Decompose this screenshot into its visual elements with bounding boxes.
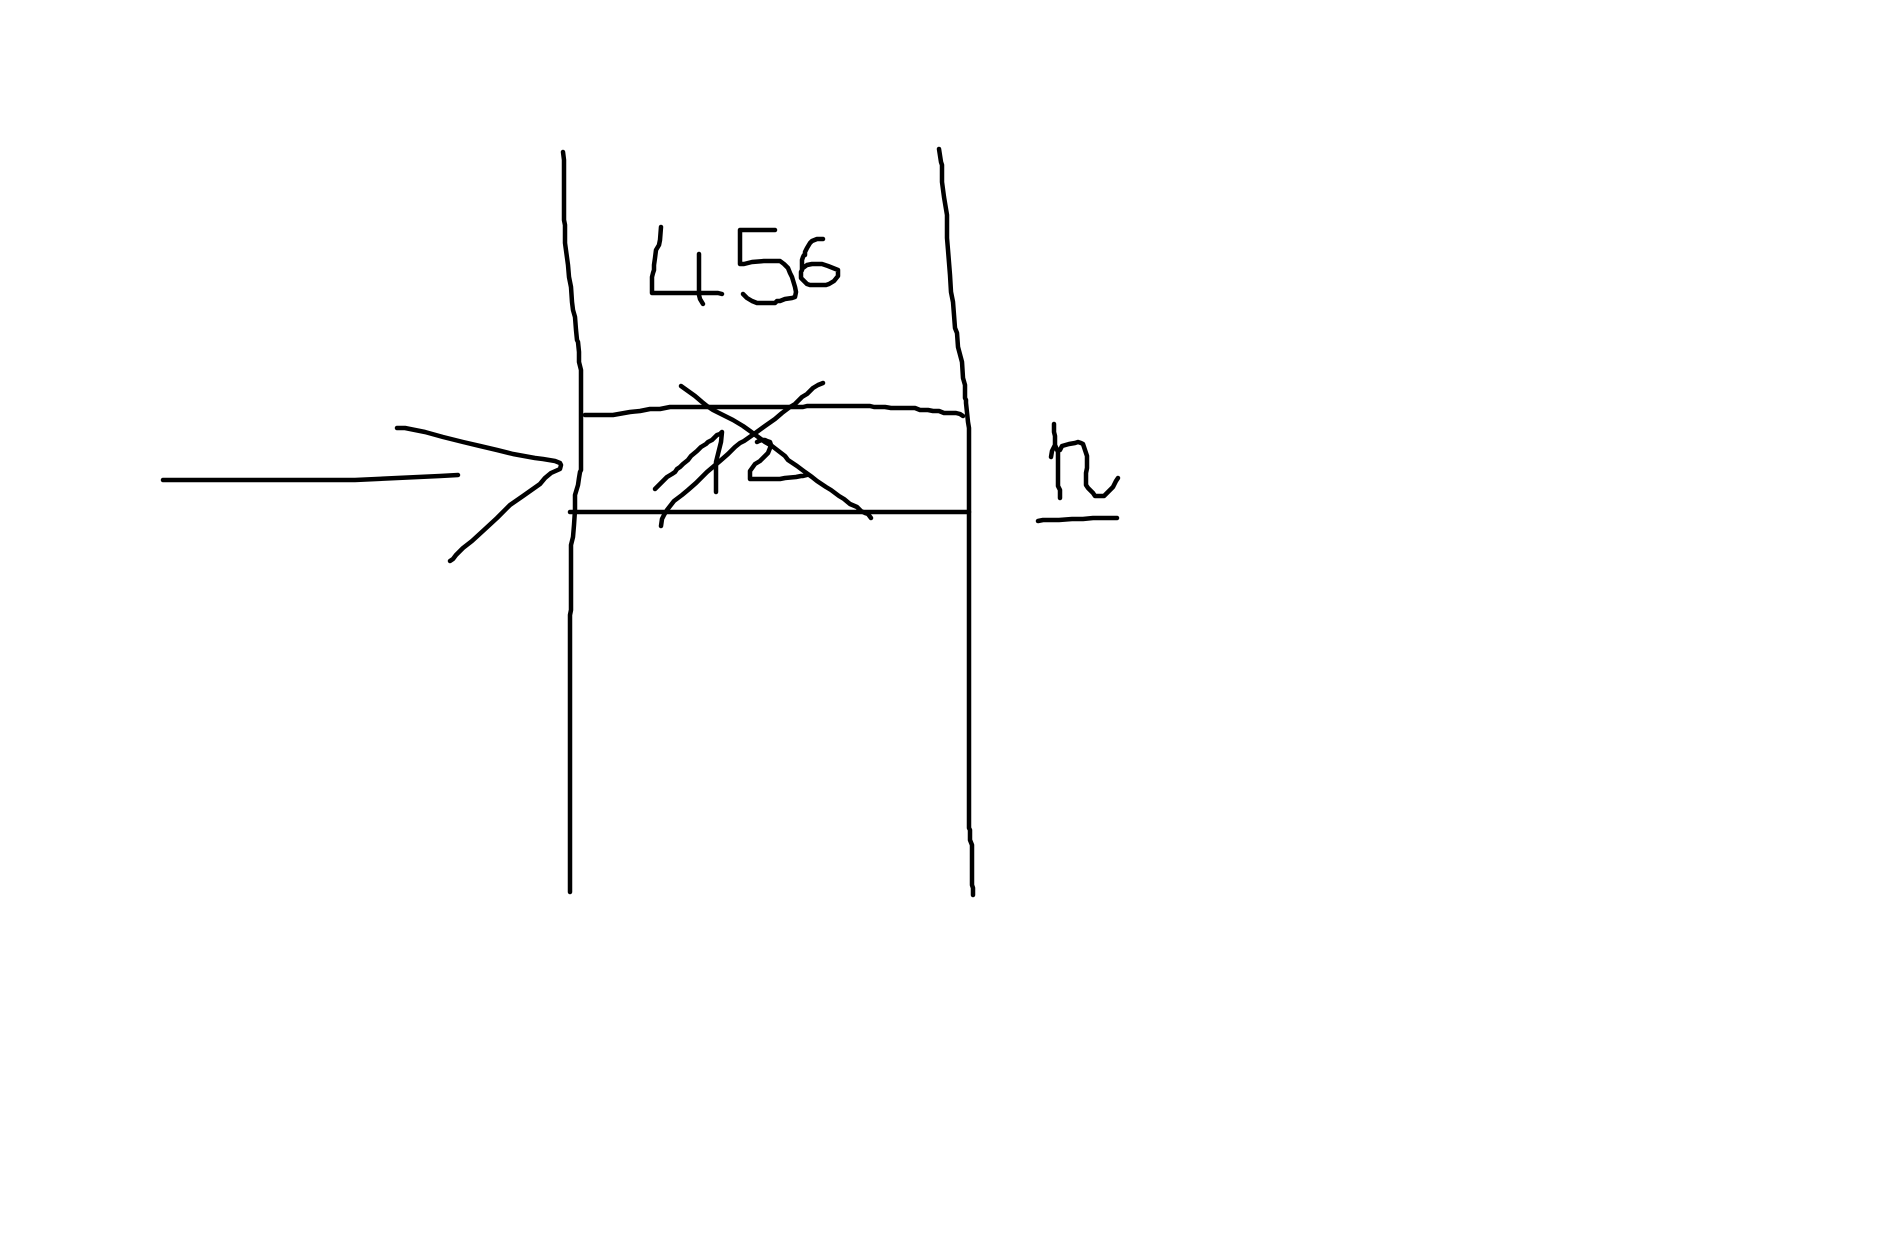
letter-h (1048, 421, 1121, 501)
digit-5 (737, 227, 799, 306)
cross-out-line-b (658, 380, 826, 529)
side-letter (1035, 421, 1121, 524)
arrow-head (394, 425, 564, 564)
right-wall (936, 146, 976, 898)
left-wall (560, 149, 584, 895)
digit-6 (798, 236, 841, 288)
crossed-number (652, 380, 874, 529)
digit-2 (747, 437, 810, 482)
band-top-line (582, 403, 966, 419)
digit-1 (652, 429, 725, 495)
top-number (649, 224, 841, 307)
digit-4 (649, 224, 725, 307)
letter-h-underline (1035, 515, 1120, 524)
arrow-shaft (160, 472, 461, 483)
cross-out-line-a (678, 383, 874, 521)
